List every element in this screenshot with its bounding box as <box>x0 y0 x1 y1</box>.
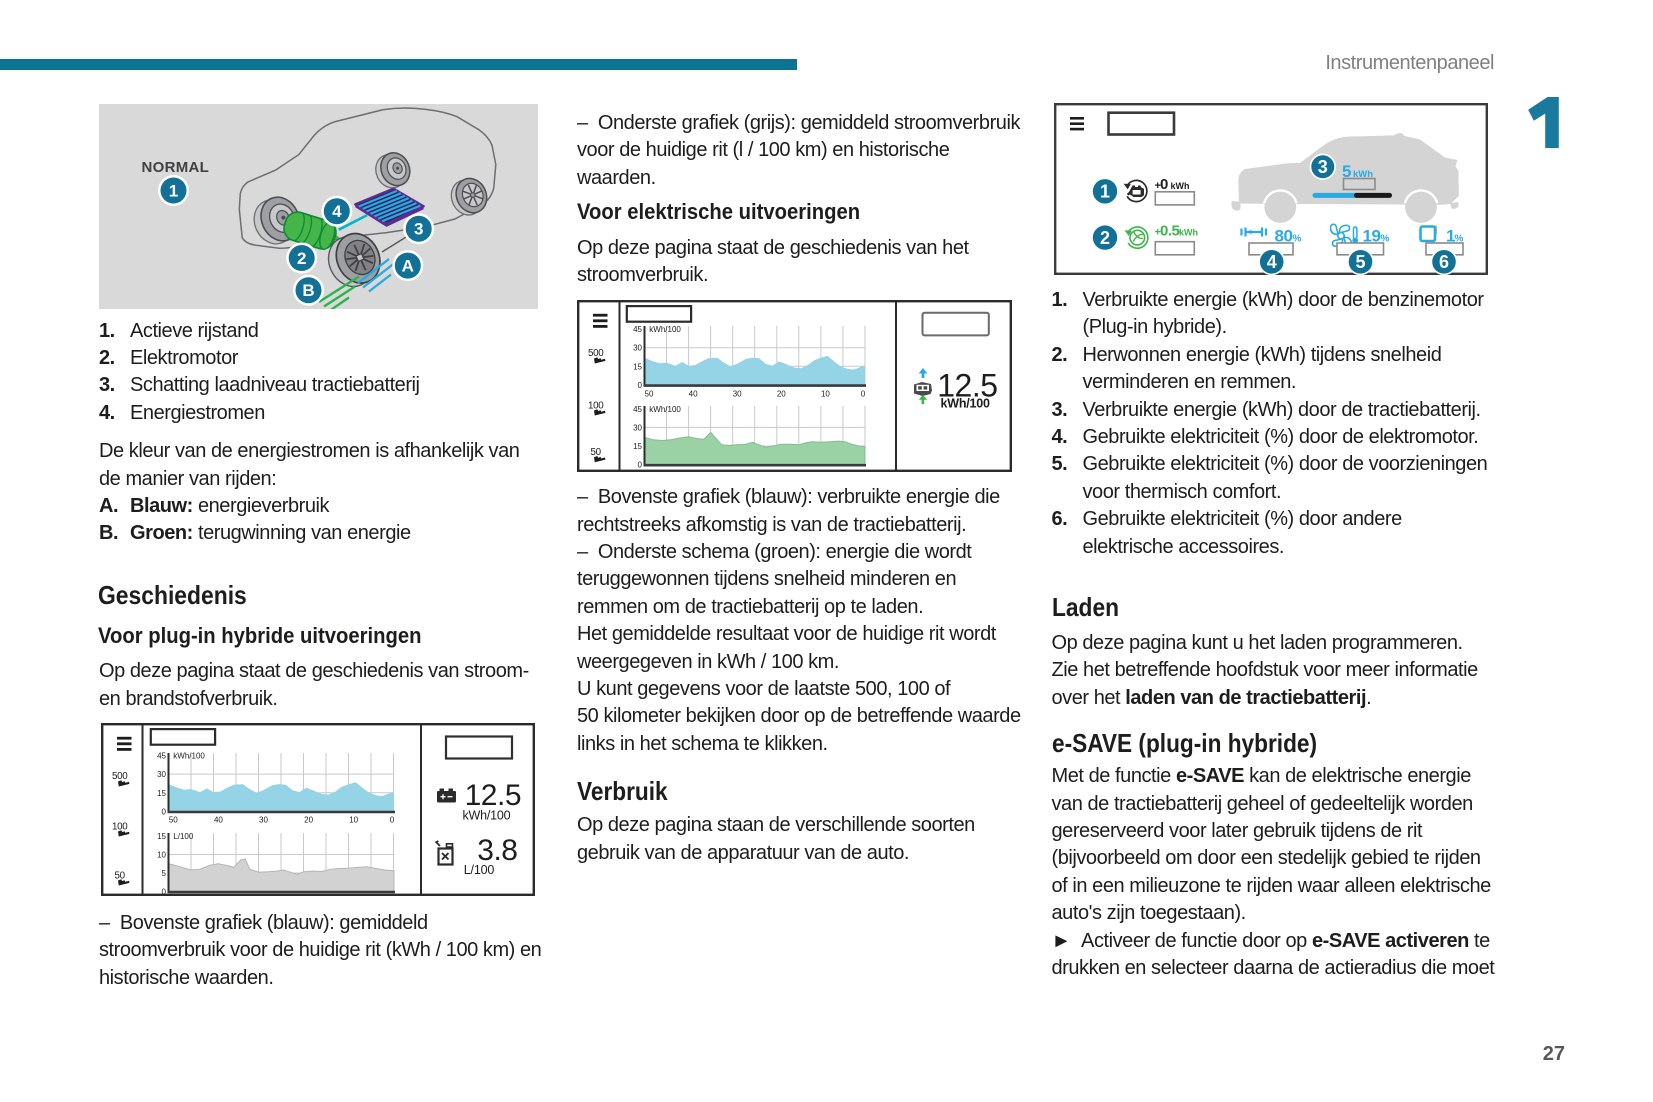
svg-text:15: 15 <box>633 442 642 451</box>
svg-text:5: 5 <box>162 869 167 878</box>
svg-text:kWh/100: kWh/100 <box>173 752 205 761</box>
svg-text:0: 0 <box>390 816 395 825</box>
svg-text:10: 10 <box>821 390 830 399</box>
svg-text:100: 100 <box>588 400 604 411</box>
svg-text:4: 4 <box>1267 252 1277 272</box>
svg-text:45: 45 <box>633 405 642 414</box>
svg-text:%: % <box>1293 234 1302 245</box>
svg-text:L/100: L/100 <box>173 832 194 841</box>
svg-text:30: 30 <box>733 390 742 399</box>
svg-text:0: 0 <box>1160 176 1168 193</box>
svg-text:10: 10 <box>157 851 166 860</box>
svg-text:30: 30 <box>633 344 642 353</box>
svg-text:A: A <box>401 257 413 276</box>
svg-text:+: + <box>1155 180 1161 192</box>
svg-text:40: 40 <box>689 390 698 399</box>
svg-text:3: 3 <box>1318 157 1328 177</box>
svg-text:2: 2 <box>1100 228 1110 248</box>
svg-text:10: 10 <box>349 816 358 825</box>
svg-text:30: 30 <box>157 770 166 779</box>
svg-text:kWh/100: kWh/100 <box>463 809 511 823</box>
svg-text:15: 15 <box>633 362 642 371</box>
svg-text:500: 500 <box>112 771 128 782</box>
svg-text:3: 3 <box>413 220 422 239</box>
svg-text:500: 500 <box>588 348 604 359</box>
svg-text:100: 100 <box>112 822 128 833</box>
svg-text:0: 0 <box>861 390 866 399</box>
svg-text:kWh: kWh <box>1353 169 1373 180</box>
svg-text:0: 0 <box>638 381 643 390</box>
svg-text:50: 50 <box>591 447 602 458</box>
svg-text:12.5: 12.5 <box>937 368 997 404</box>
svg-text:1: 1 <box>168 182 177 201</box>
svg-text:L/100: L/100 <box>464 863 495 877</box>
svg-text:15: 15 <box>157 832 166 841</box>
svg-text:%: % <box>1455 234 1464 245</box>
svg-text:12.5: 12.5 <box>465 779 521 812</box>
svg-text:kWh/100: kWh/100 <box>941 397 991 411</box>
svg-text:1: 1 <box>1446 227 1455 246</box>
svg-text:kWh: kWh <box>1179 227 1198 237</box>
svg-text:kWh/100: kWh/100 <box>649 325 681 334</box>
svg-text:50: 50 <box>115 871 126 882</box>
svg-text:0: 0 <box>162 887 167 896</box>
svg-text:50: 50 <box>645 390 654 399</box>
svg-text:+: + <box>1155 226 1161 238</box>
svg-text:45: 45 <box>633 325 642 334</box>
svg-text:15: 15 <box>157 789 166 798</box>
svg-text:1: 1 <box>1100 182 1110 202</box>
svg-text:19: 19 <box>1363 227 1381 246</box>
svg-text:4: 4 <box>332 202 342 221</box>
svg-text:5: 5 <box>1355 252 1365 272</box>
svg-text:20: 20 <box>777 390 786 399</box>
svg-text:kWh/100: kWh/100 <box>649 405 681 414</box>
svg-text:3.8: 3.8 <box>477 834 517 867</box>
svg-text:0: 0 <box>638 461 643 470</box>
svg-text:%: % <box>1381 234 1390 245</box>
svg-text:30: 30 <box>259 816 268 825</box>
svg-text:B: B <box>302 281 314 300</box>
svg-text:2: 2 <box>296 249 305 268</box>
svg-text:NORMAL: NORMAL <box>141 159 209 176</box>
svg-text:50: 50 <box>169 816 178 825</box>
svg-text:0.5: 0.5 <box>1160 222 1180 239</box>
svg-text:0: 0 <box>162 807 167 816</box>
svg-text:20: 20 <box>304 816 313 825</box>
svg-text:30: 30 <box>633 423 642 432</box>
svg-text:45: 45 <box>157 752 166 761</box>
svg-text:6: 6 <box>1439 252 1449 272</box>
svg-text:kWh: kWh <box>1171 181 1190 191</box>
svg-text:5: 5 <box>1342 162 1351 181</box>
svg-text:40: 40 <box>214 816 223 825</box>
svg-text:80: 80 <box>1275 227 1293 246</box>
